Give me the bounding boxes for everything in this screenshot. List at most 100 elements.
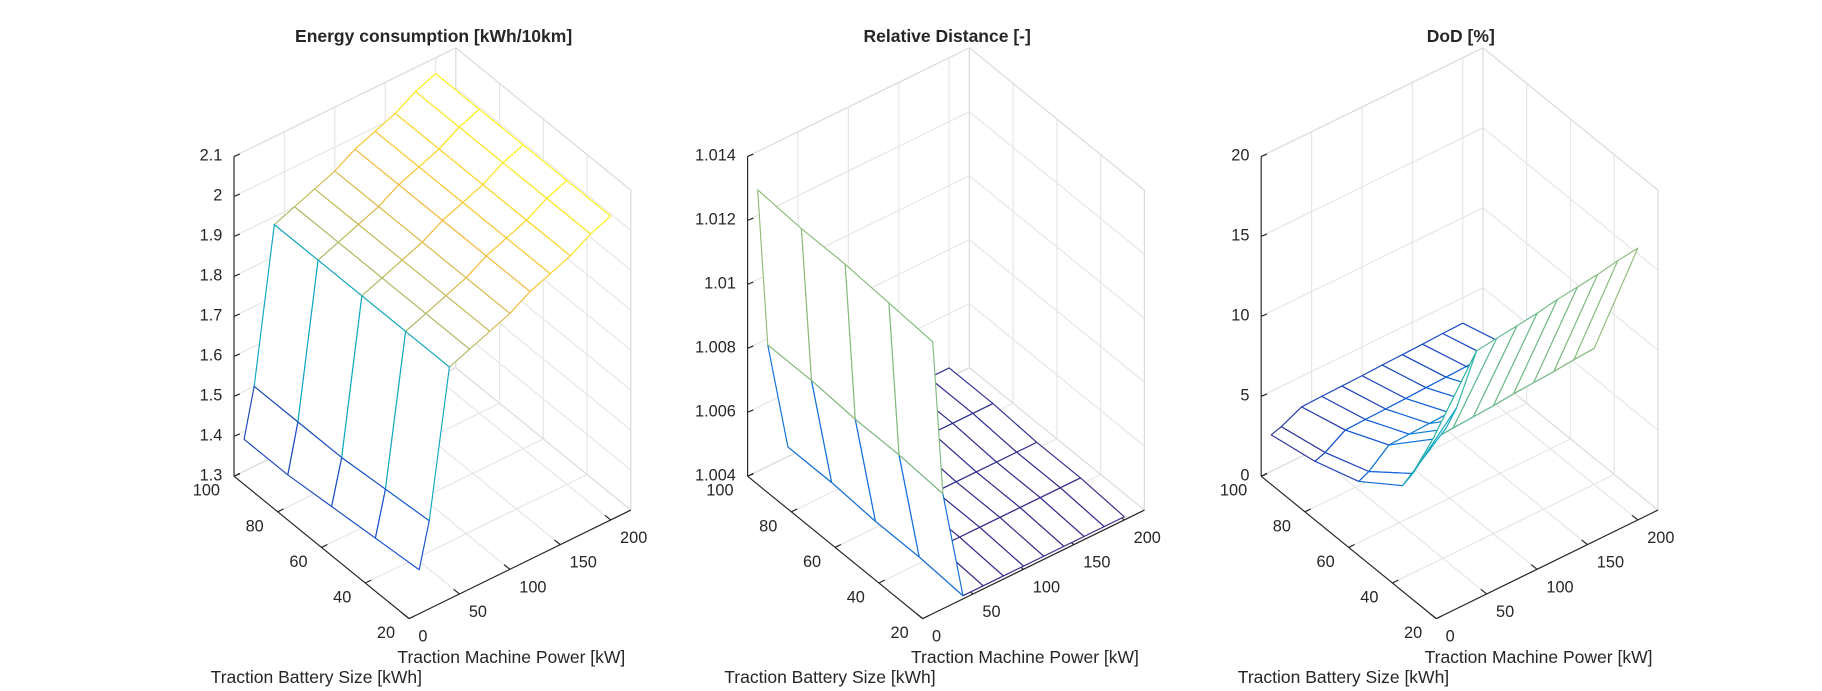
z-tick-label: 1.008 xyxy=(695,339,736,357)
tick-mark xyxy=(1304,508,1312,513)
x-tick-label: 200 xyxy=(620,529,647,547)
z-tick-label: 1.4 xyxy=(200,427,223,445)
tick-mark xyxy=(453,588,460,595)
y-tick-label: 20 xyxy=(377,624,395,642)
tick-mark xyxy=(747,472,754,477)
grid-line xyxy=(455,327,632,471)
z-tick-label: 10 xyxy=(1231,307,1249,325)
x-tick-label: 200 xyxy=(1647,529,1674,547)
y-tick-label: 40 xyxy=(847,589,865,607)
x-tick-label: 50 xyxy=(1496,603,1514,621)
tick-mark xyxy=(1530,564,1538,570)
grid-line xyxy=(1482,207,1659,351)
y-tick-label: 20 xyxy=(890,624,908,642)
z-tick-label: 1.8 xyxy=(200,267,223,285)
tick-mark xyxy=(277,508,284,513)
z-tick-label: 1.006 xyxy=(695,403,736,421)
z-tick-label: 15 xyxy=(1231,227,1249,245)
x-tick-label: 50 xyxy=(982,603,1000,621)
tick-mark xyxy=(233,153,241,157)
x-axis-label: Traction Machine Power [kW] xyxy=(911,647,1139,667)
x-tick-label: 150 xyxy=(570,554,597,572)
grid-line xyxy=(1260,287,1484,397)
axis-line xyxy=(1435,509,1659,620)
y-tick-label: 40 xyxy=(333,589,351,607)
y-tick-label: 80 xyxy=(246,517,264,535)
chart-title: Relative Distance [-] xyxy=(864,26,1031,46)
tick-mark xyxy=(922,615,929,620)
axis-line xyxy=(1260,475,1437,620)
tick-mark xyxy=(1430,613,1437,620)
tick-mark xyxy=(233,393,241,397)
tick-mark xyxy=(1260,313,1268,317)
tick-mark xyxy=(747,153,754,157)
tick-mark xyxy=(233,193,241,197)
tick-mark xyxy=(321,543,328,548)
y-tick-label: 100 xyxy=(706,482,733,500)
tick-mark xyxy=(233,472,241,477)
mesh-cell xyxy=(374,488,430,571)
tick-mark xyxy=(1348,543,1355,548)
box-edge xyxy=(747,47,970,157)
tick-mark xyxy=(747,345,754,349)
grid-line xyxy=(747,111,970,221)
y-tick-label: 100 xyxy=(1220,482,1247,500)
tick-mark xyxy=(402,613,410,620)
z-tick-label: 1.01 xyxy=(704,275,736,293)
x-tick-label: 100 xyxy=(1546,578,1573,596)
y-tick-label: 80 xyxy=(1273,517,1291,535)
y-axis-label: Traction Battery Size [kWh] xyxy=(724,667,935,687)
tick-mark xyxy=(747,409,754,413)
x-tick-label: 50 xyxy=(469,603,487,621)
axis-line xyxy=(408,509,632,620)
y-tick-label: 60 xyxy=(803,553,821,571)
z-tick-label: 1.6 xyxy=(200,347,223,365)
z-tick-label: 5 xyxy=(1240,387,1249,405)
box-edge xyxy=(233,47,457,157)
z-tick-label: 1.3 xyxy=(200,467,223,485)
tick-mark xyxy=(916,613,924,620)
mesh-cell xyxy=(888,302,944,495)
y-tick-label: 20 xyxy=(1404,624,1422,642)
grid-line xyxy=(1260,207,1484,317)
box-edge xyxy=(968,47,1145,191)
mesh-cell xyxy=(757,189,813,382)
y-axis-label: Traction Battery Size [kWh] xyxy=(211,667,422,687)
z-tick-label: 1.9 xyxy=(200,227,223,245)
tick-mark xyxy=(408,615,416,620)
y-tick-label: 60 xyxy=(1317,553,1335,571)
y-tick-label: 80 xyxy=(759,517,777,535)
grid-line xyxy=(968,239,1145,383)
tick-mark xyxy=(503,564,511,570)
box-edge xyxy=(455,367,632,511)
z-tick-label: 2 xyxy=(213,187,222,205)
grid-line xyxy=(1260,127,1484,237)
box-edge xyxy=(1260,47,1484,157)
x-axis-label: Traction Machine Power [kW] xyxy=(1425,647,1653,667)
box-edge xyxy=(1482,47,1659,191)
x-tick-label: 100 xyxy=(1033,578,1060,596)
x-tick-label: 150 xyxy=(1597,554,1624,572)
z-tick-label: 1.7 xyxy=(200,307,223,325)
tick-mark xyxy=(878,579,885,584)
tick-mark xyxy=(834,543,842,548)
tick-mark xyxy=(233,353,241,357)
z-tick-label: 1.014 xyxy=(695,147,736,165)
tick-mark xyxy=(233,273,241,277)
x-tick-label: 0 xyxy=(1446,628,1455,646)
chart-title: DoD [%] xyxy=(1427,26,1495,46)
grid-line xyxy=(455,87,632,231)
tick-mark xyxy=(233,233,241,237)
y-tick-label: 100 xyxy=(193,482,220,500)
y-axis-label: Traction Battery Size [kWh] xyxy=(1238,667,1449,687)
tick-mark xyxy=(1260,233,1268,237)
z-tick-label: 1.5 xyxy=(200,387,223,405)
grid-line xyxy=(365,473,588,584)
tick-mark xyxy=(1631,514,1639,521)
grid-line xyxy=(1482,127,1659,271)
tick-mark xyxy=(1392,579,1399,584)
tick-mark xyxy=(791,508,798,513)
tick-mark xyxy=(1480,588,1488,595)
x-axis-label: Traction Machine Power [kW] xyxy=(397,647,625,667)
